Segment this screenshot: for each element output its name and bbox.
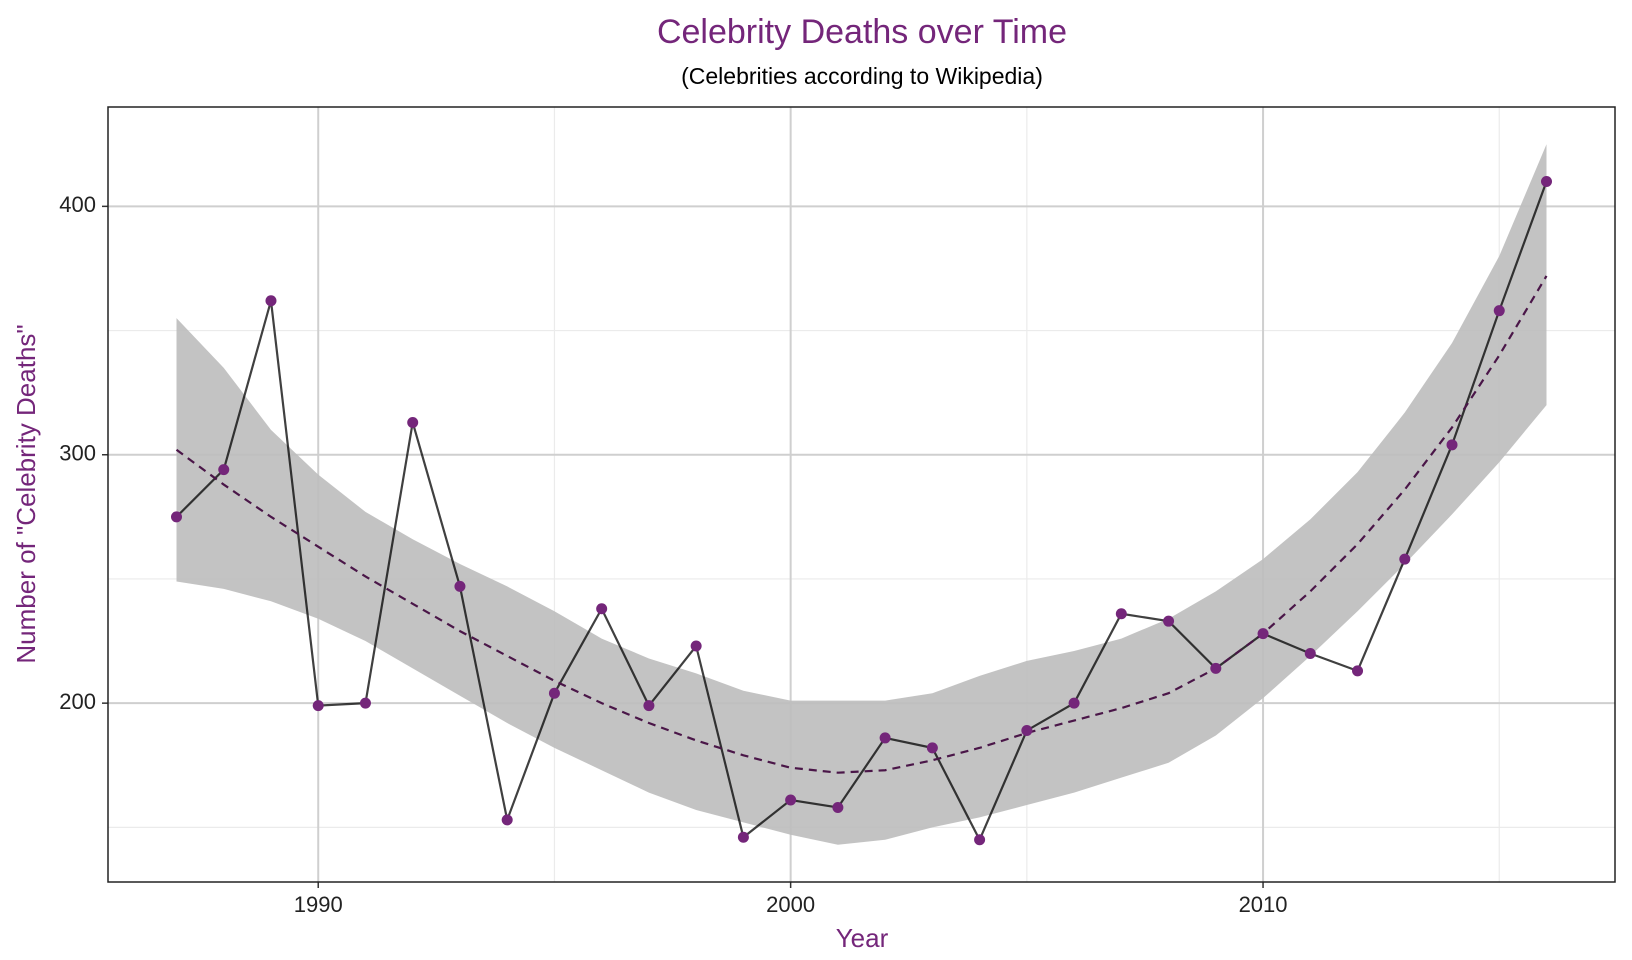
data-point bbox=[596, 603, 608, 615]
trend-line bbox=[175, 275, 1548, 774]
x-tick-label: 2010 bbox=[1239, 892, 1288, 917]
data-point bbox=[407, 416, 419, 428]
data-point bbox=[1068, 697, 1080, 709]
data-point bbox=[1021, 724, 1033, 736]
confidence-band bbox=[176, 144, 1547, 845]
data-point bbox=[1115, 608, 1127, 620]
data-point bbox=[359, 697, 371, 709]
data-point bbox=[454, 580, 466, 592]
data-point bbox=[548, 687, 560, 699]
data-point bbox=[1352, 665, 1364, 677]
data-line bbox=[175, 181, 1548, 843]
data-point bbox=[501, 814, 513, 826]
chart-subtitle: (Celebrities according to Wikipedia) bbox=[681, 63, 1043, 89]
data-point bbox=[1163, 615, 1175, 627]
data-point bbox=[1257, 628, 1269, 640]
y-axis-label: Number of "Celebrity Deaths" bbox=[11, 324, 41, 663]
data-point bbox=[1541, 176, 1552, 188]
data-point bbox=[879, 732, 891, 744]
data-point bbox=[690, 640, 702, 652]
data-point bbox=[218, 464, 230, 476]
y-tick-label: 300 bbox=[59, 441, 96, 466]
data-point bbox=[1399, 553, 1411, 565]
x-tick-label: 1990 bbox=[294, 892, 343, 917]
data-point bbox=[1304, 647, 1316, 659]
chart-title: Celebrity Deaths over Time bbox=[657, 13, 1067, 51]
data-point bbox=[265, 295, 277, 307]
plot-border bbox=[107, 106, 1616, 883]
y-tick-label: 200 bbox=[59, 689, 96, 714]
data-point bbox=[1446, 439, 1458, 451]
data-point bbox=[312, 700, 324, 712]
data-point bbox=[171, 511, 182, 523]
data-point bbox=[1493, 305, 1505, 317]
data-point bbox=[974, 834, 986, 846]
data-point bbox=[643, 700, 655, 712]
x-tick-label: 2000 bbox=[766, 892, 815, 917]
data-point bbox=[785, 794, 797, 806]
data-point bbox=[926, 742, 938, 754]
data-point bbox=[832, 801, 844, 813]
x-axis-label: Year bbox=[836, 923, 889, 953]
data-point bbox=[1210, 662, 1222, 674]
y-tick-label: 400 bbox=[59, 192, 96, 217]
data-point bbox=[737, 831, 749, 843]
